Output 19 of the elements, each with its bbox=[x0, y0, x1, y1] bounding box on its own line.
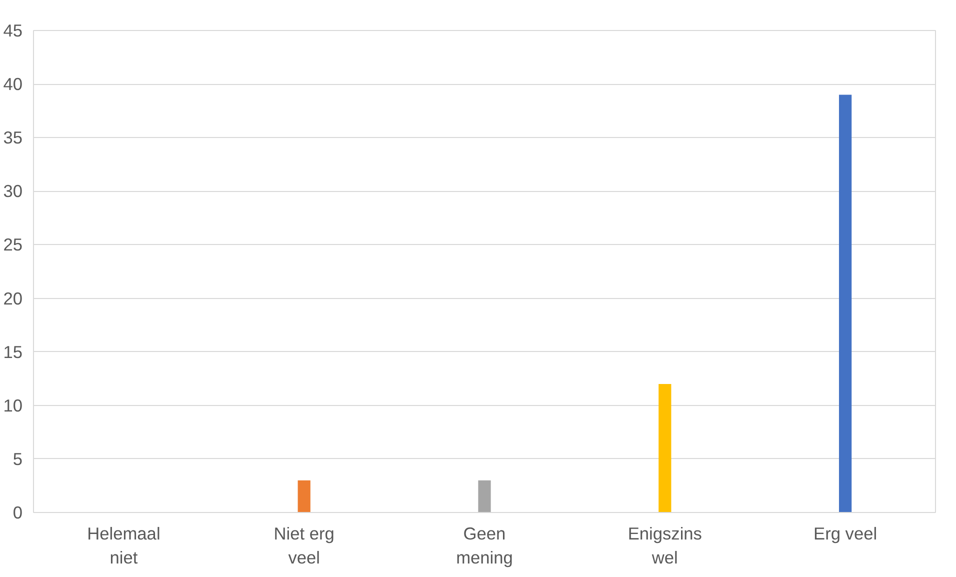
y-tick-label: 5 bbox=[12, 448, 23, 469]
y-tick-label: 30 bbox=[3, 181, 23, 202]
y-tick-label: 45 bbox=[3, 20, 23, 40]
bar bbox=[658, 384, 672, 512]
bar bbox=[838, 94, 852, 512]
y-tick-label: 25 bbox=[3, 234, 23, 255]
x-tick-label: Enigszins wel bbox=[628, 524, 702, 568]
x-tick-label: Geen mening bbox=[456, 524, 513, 568]
x-tick-label: Helemaal niet bbox=[87, 524, 160, 568]
bar bbox=[478, 480, 491, 512]
y-tick-label: 35 bbox=[3, 128, 23, 148]
y-tick-label: 0 bbox=[12, 502, 23, 522]
x-tick-label: Erg veel bbox=[814, 524, 878, 544]
y-tick-label: 20 bbox=[3, 288, 23, 308]
y-tick-label: 10 bbox=[3, 395, 23, 416]
y-tick-label: 40 bbox=[3, 74, 23, 94]
x-tick-label: Niet erg veel bbox=[274, 524, 334, 568]
bar bbox=[298, 480, 310, 512]
y-tick-label: 15 bbox=[3, 342, 23, 362]
